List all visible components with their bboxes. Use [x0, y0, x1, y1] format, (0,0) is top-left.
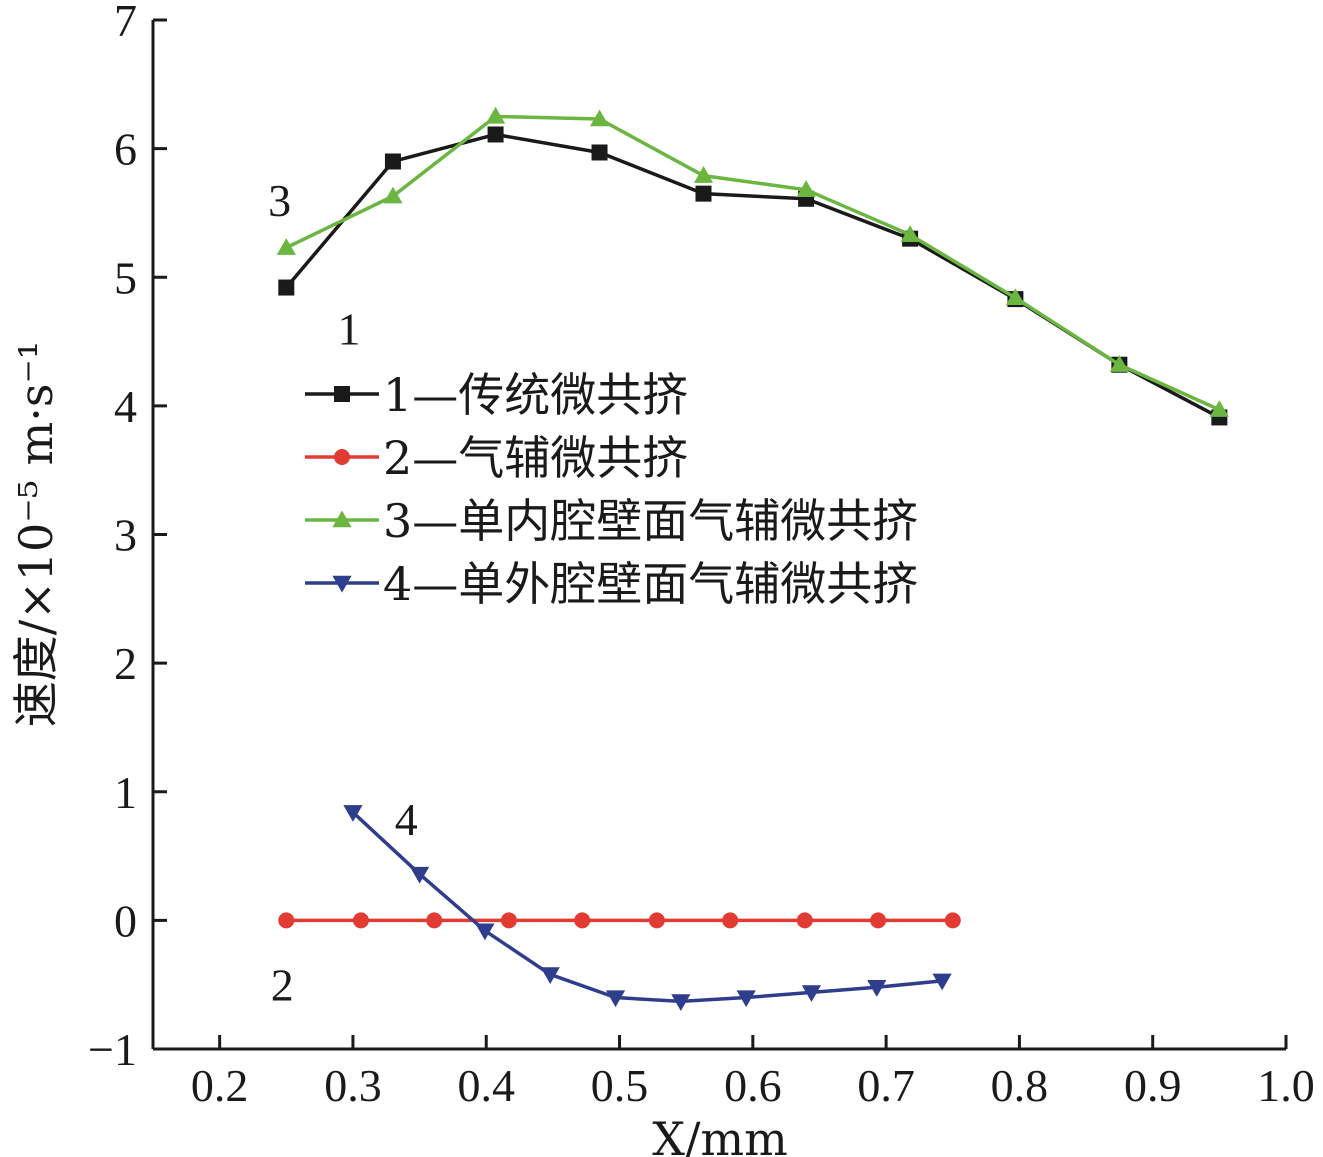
- legend-item: 4—单外腔壁面气辅微共挤: [305, 557, 918, 611]
- data-point: [801, 985, 822, 1003]
- data-point: [867, 980, 887, 997]
- legend-marker: [334, 386, 350, 402]
- plot-area: 1 2 3 4: [268, 106, 1229, 1012]
- y-tick-label: 2: [114, 638, 137, 689]
- data-point: [648, 912, 665, 929]
- series-number-label: 2: [271, 960, 294, 1011]
- data-point: [276, 238, 296, 255]
- legend-marker: [332, 510, 352, 528]
- data-point: [695, 185, 712, 202]
- data-point: [426, 912, 443, 929]
- legend-marker: [334, 449, 350, 465]
- series-number-label: 1: [337, 304, 360, 355]
- legend-label: 2—气辅微共挤: [383, 431, 688, 485]
- y-tick-label: 5: [114, 252, 137, 303]
- data-point: [870, 912, 887, 929]
- x-tick-label: 0.9: [1124, 1060, 1182, 1111]
- legend-marker: [332, 575, 352, 593]
- data-point: [944, 912, 961, 929]
- series-number-label: 3: [268, 175, 291, 226]
- legend-item: 2—气辅微共挤: [305, 431, 688, 485]
- tick-labels: −1 0 1 2 3 4 5 6 7 0.2 0.3 0.4 0.5 0.6 0.7 0.8 0.9 1.0: [88, 0, 1315, 1111]
- data-point: [384, 153, 401, 170]
- legend-label: 1—传统微共挤: [383, 368, 688, 422]
- x-tick-label: 0.3: [324, 1060, 382, 1111]
- data-point: [278, 912, 295, 929]
- axes: [151, 18, 1288, 1051]
- data-point: [591, 144, 608, 161]
- y-tick-label: 7: [114, 0, 137, 46]
- legend-item: 3—单内腔壁面气辅微共挤: [305, 494, 918, 548]
- x-tick-label: 0.5: [591, 1060, 649, 1111]
- legend-label: 3—单内腔壁面气辅微共挤: [383, 494, 918, 548]
- data-point: [605, 990, 626, 1008]
- y-tick-label: 3: [114, 510, 137, 561]
- series-4: [343, 805, 952, 1012]
- y-tick-label: 4: [114, 381, 137, 432]
- y-tick-label: −1: [88, 1024, 137, 1075]
- data-point: [1005, 288, 1026, 306]
- x-tick-label: 1.0: [1257, 1060, 1315, 1111]
- data-point: [540, 967, 560, 984]
- data-point: [796, 180, 816, 197]
- data-point: [475, 923, 495, 941]
- x-tick-label: 0.6: [724, 1060, 782, 1111]
- legend: 1—传统微共挤 2—气辅微共挤 3—单内腔壁面气辅微共挤 4—单外腔壁面气辅微共挤: [305, 368, 918, 611]
- y-tick-label: 1: [114, 767, 137, 818]
- series-number-label: 4: [395, 794, 418, 845]
- data-point: [1109, 355, 1129, 372]
- data-point: [278, 279, 295, 296]
- x-tick-label: 0.8: [991, 1060, 1049, 1111]
- y-axis-title: 速度/×10⁻⁵ m·s⁻¹: [9, 341, 63, 728]
- legend-label: 4—单外腔壁面气辅微共挤: [383, 557, 918, 611]
- data-point: [1209, 400, 1229, 417]
- data-point: [671, 994, 691, 1012]
- data-point: [693, 166, 714, 183]
- data-point: [383, 186, 403, 204]
- series-3: [276, 106, 1229, 417]
- data-point: [796, 912, 813, 929]
- y-tick-label: 0: [114, 895, 137, 946]
- data-point: [500, 912, 517, 929]
- x-tick-label: 0.2: [191, 1060, 249, 1111]
- series-2: [278, 912, 961, 929]
- x-tick-label: 0.7: [857, 1060, 915, 1111]
- data-point: [932, 973, 952, 991]
- x-axis-title: X/mm: [652, 1112, 787, 1157]
- x-tick-label: 0.4: [457, 1060, 515, 1111]
- data-point: [487, 126, 504, 143]
- legend-item: 1—传统微共挤: [305, 368, 688, 422]
- data-point: [574, 912, 591, 929]
- series-line: [351, 811, 943, 1004]
- data-point: [352, 912, 369, 929]
- data-point: [409, 866, 430, 884]
- y-tick-label: 6: [114, 124, 137, 175]
- data-point: [343, 805, 363, 822]
- data-point: [485, 106, 506, 124]
- series-line: [285, 114, 1221, 412]
- data-point: [722, 912, 739, 929]
- data-point: [589, 109, 610, 127]
- data-point: [736, 990, 756, 1008]
- data-point: [900, 225, 920, 243]
